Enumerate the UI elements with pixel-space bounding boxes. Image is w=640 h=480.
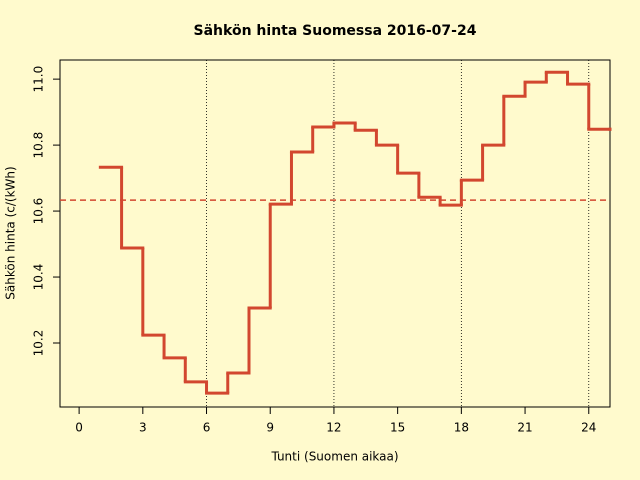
x-tick-label: 21 — [517, 421, 532, 435]
x-axis-label: Tunti (Suomen aikaa) — [270, 450, 398, 464]
x-tick-label: 15 — [390, 421, 405, 435]
y-tick-label: 10.2 — [32, 330, 46, 357]
x-tick-label: 9 — [266, 421, 274, 435]
plot-frame — [59, 59, 611, 408]
x-tick-label: 24 — [581, 421, 596, 435]
y-axis-label: Sähkön hinta (c/(kWh) — [4, 166, 18, 299]
y-tick-label: 11.0 — [32, 66, 46, 93]
x-tick-label: 0 — [75, 421, 83, 435]
y-tick-label: 10.4 — [32, 264, 46, 291]
x-tick-label: 6 — [203, 421, 211, 435]
x-tick-label: 18 — [454, 421, 469, 435]
x-tick-label: 3 — [139, 421, 147, 435]
chart-title: Sähkön hinta Suomessa 2016-07-24 — [194, 23, 477, 39]
y-tick-label: 10.8 — [32, 132, 46, 159]
x-tick-label: 12 — [326, 421, 341, 435]
y-tick-label: 10.6 — [32, 198, 46, 225]
